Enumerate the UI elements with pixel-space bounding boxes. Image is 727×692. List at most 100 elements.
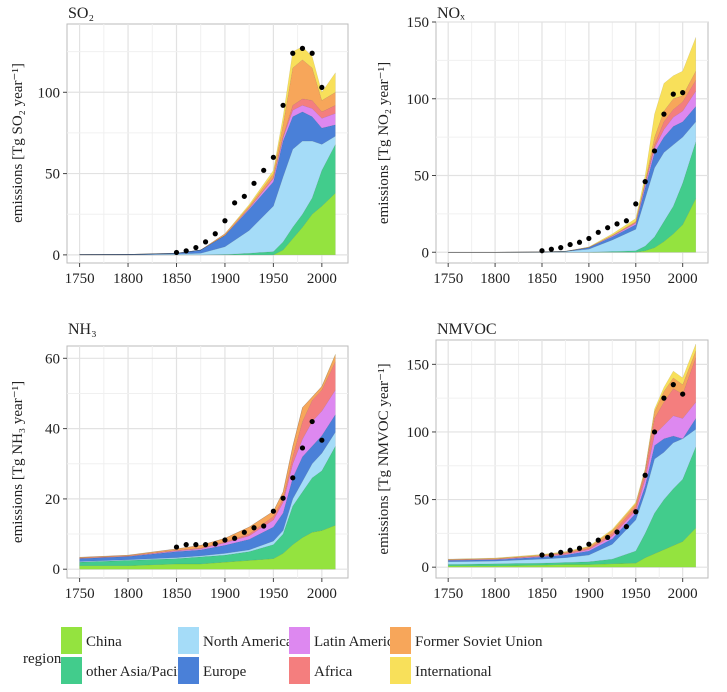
data-point [651, 148, 658, 154]
area-international [448, 37, 697, 253]
data-point [558, 549, 564, 555]
x-tick-label: 2000 [307, 271, 337, 287]
y-tick-label: 40 [45, 422, 60, 438]
data-point [319, 437, 325, 443]
data-point [232, 200, 238, 206]
y-tick-label: 150 [407, 357, 430, 373]
panel-title: NOₓ [437, 5, 465, 22]
x-tick-label: 2000 [307, 586, 337, 602]
panel-2: 1750 1800 1850 1900 1950 2000 0 20 40 60 NH₃ emissi… [10, 321, 349, 602]
data-point [261, 523, 267, 529]
area-north-america [79, 431, 336, 563]
x-tick-label: 1900 [210, 271, 240, 287]
legend-swatch [61, 627, 82, 654]
legend-label: Africa [314, 664, 353, 680]
y-tick-label: 0 [53, 562, 61, 578]
panel-0: 1750 1800 1850 1900 1950 2000 0 50 100 SO₂ emissio… [10, 5, 349, 287]
area-africa [448, 79, 697, 253]
data-point [586, 235, 592, 242]
data-point [232, 535, 238, 541]
area-other-asia-pacific [79, 144, 336, 256]
legend-label: China [86, 634, 122, 650]
panel-title: NH₃ [68, 321, 97, 338]
legend-swatch [390, 627, 411, 654]
data-point [290, 475, 296, 481]
data-point [595, 537, 601, 543]
legend-label: International [415, 664, 492, 680]
legend-title: region [23, 651, 62, 667]
y-tick-label: 100 [407, 92, 430, 108]
data-point [633, 201, 639, 207]
data-point [661, 395, 667, 401]
legend-swatch [289, 627, 310, 654]
data-point [623, 218, 630, 224]
area-africa [447, 357, 697, 561]
x-tick-label: 1950 [621, 586, 651, 602]
data-point [651, 429, 658, 435]
data-point [299, 445, 306, 451]
data-point [633, 509, 639, 515]
legend-label: other Asia/Pacific [86, 664, 193, 680]
area-africa [79, 98, 336, 255]
legend-item: Latin America [289, 627, 401, 654]
data-point [222, 537, 228, 543]
area-latin-america [79, 105, 336, 255]
y-tick-label: 0 [422, 245, 430, 261]
legend-item: China [61, 627, 122, 654]
area-europe [448, 105, 697, 253]
data-point [605, 534, 611, 541]
legend-item: Europe [178, 657, 247, 684]
data-point [173, 544, 180, 550]
data-point [567, 547, 573, 553]
area-north-america [448, 121, 697, 253]
data-point [539, 552, 545, 558]
legend-item: North America [178, 627, 293, 654]
legend-swatch [178, 627, 199, 654]
area-europe [447, 417, 697, 562]
data-point [202, 239, 209, 245]
data-point [241, 529, 247, 535]
data-point [642, 472, 648, 478]
data-point [261, 167, 267, 173]
data-point [680, 90, 686, 96]
data-point [558, 245, 564, 251]
y-tick-label: 50 [45, 167, 60, 183]
data-point [270, 154, 276, 160]
data-point [280, 102, 286, 108]
y-axis-label: emissions [Tg SO₂ year⁻¹] [10, 63, 26, 223]
data-point [605, 225, 611, 231]
x-tick-label: 1850 [161, 271, 191, 287]
data-point [661, 111, 667, 117]
x-tick-label: 1900 [574, 586, 604, 602]
y-tick-label: 150 [407, 15, 430, 31]
area-latin-america [447, 401, 697, 561]
area-china [79, 192, 336, 256]
legend-label: North America [203, 634, 293, 650]
data-point [309, 418, 315, 425]
data-point [290, 50, 296, 56]
x-tick-label: 1900 [574, 271, 604, 287]
data-point [680, 391, 686, 397]
area-latin-america [79, 389, 336, 559]
data-point [614, 221, 620, 227]
data-point [193, 244, 199, 251]
data-point [642, 179, 648, 185]
x-tick-label: 1950 [258, 586, 288, 602]
x-tick-label: 1850 [527, 586, 557, 602]
x-tick-label: 1750 [433, 271, 463, 287]
legend-label: Europe [203, 664, 247, 680]
x-tick-label: 1800 [480, 271, 510, 287]
y-tick-label: 100 [38, 85, 61, 101]
data-point [202, 542, 209, 548]
y-tick-label: 50 [414, 169, 429, 185]
x-tick-label: 1950 [258, 271, 288, 287]
legend-swatch [390, 657, 411, 684]
x-tick-label: 2000 [668, 586, 698, 602]
x-tick-label: 1750 [65, 586, 95, 602]
data-point [539, 248, 545, 254]
y-axis-label: emissions [Tg NH₃ year⁻¹] [10, 381, 26, 543]
data-point [576, 239, 583, 245]
data-point [251, 525, 257, 531]
data-point [670, 382, 676, 388]
